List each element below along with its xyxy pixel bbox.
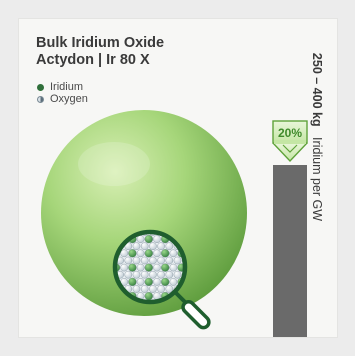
iridium-atom [144,263,154,272]
illustration: 20% [41,110,308,337]
oxygen-dot-icon [37,95,44,103]
oxygen-atom [149,270,157,279]
title-line-2: Actydon | Ir 80 X [36,52,150,68]
oxygen-atom [149,242,157,250]
oxygen-atom [157,242,165,250]
oxygen-atom [169,278,178,286]
oxygen-atom [132,285,141,293]
oxygen-atom [120,263,128,272]
oxygen-atom [136,235,145,243]
oxygen-atom [153,249,161,258]
oxygen-atom [157,256,165,265]
iridium-atom [128,263,137,272]
oxygen-atom [149,285,157,293]
iridium-atom [128,277,137,287]
badge-label: 20% [278,126,302,140]
oxygen-atom [165,242,174,250]
oxygen-atom [165,270,174,279]
iridium-atom [144,291,154,301]
oxygen-atom [153,278,161,286]
iridium-atom [144,277,154,287]
bar-label: 250 – 400 kg Iridium per GW [310,53,324,221]
oxygen-atom [132,270,141,279]
iridium-atom [128,249,137,258]
oxygen-atom [132,256,141,265]
bar-unit: Iridium per GW [310,137,324,222]
legend-label-oxygen: Oxygen [50,93,88,105]
iridium-atom [160,277,170,287]
legend-item-oxygen: Oxygen [37,93,88,105]
title-line-1: Bulk Iridium Oxide [36,35,165,51]
oxygen-atom [157,270,165,279]
iridium-atom [144,234,154,244]
oxygen-atom [124,256,133,265]
iridium-atom [160,263,170,272]
arrow-down-icon [282,144,298,153]
percentage-badge: 20% [272,120,308,163]
iridium-dot-icon [37,83,44,91]
info-card: Bulk Iridium Oxide Actydon | Ir 80 X Iri… [19,19,337,337]
oxygen-atom [140,270,149,279]
oxygen-atom [124,242,133,250]
oxygen-atom [132,242,141,250]
oxygen-atom [140,285,149,293]
oxygen-atom [136,263,145,272]
iridium-atom [144,249,154,258]
oxygen-atom [140,242,149,250]
oxygen-atom [157,285,165,293]
amount-bar [273,165,307,337]
oxygen-atom [169,263,178,272]
oxygen-atom [173,256,182,265]
particle-sphere [41,110,247,316]
iridium-atom [116,263,121,272]
oxygen-atom [173,270,182,279]
oxygen-atom [136,249,145,258]
bar-value: 250 – 400 kg [310,52,324,127]
oxygen-atom [153,235,161,243]
legend-item-iridium: Iridium [37,81,88,93]
oxygen-atom [165,256,174,265]
oxygen-atom [149,256,157,265]
iridium-atom [160,249,170,258]
oxygen-atom [120,249,128,258]
oxygen-atom [169,249,178,258]
oxygen-atom [136,278,145,286]
oxygen-atom [165,285,174,293]
legend-label-iridium: Iridium [50,81,84,93]
card-title: Bulk Iridium Oxide Actydon | Ir 80 X [36,35,164,69]
oxygen-atom [153,263,161,272]
oxygen-atom [140,256,149,265]
oxygen-atom [124,270,133,279]
legend: Iridium Oxygen [37,81,88,105]
